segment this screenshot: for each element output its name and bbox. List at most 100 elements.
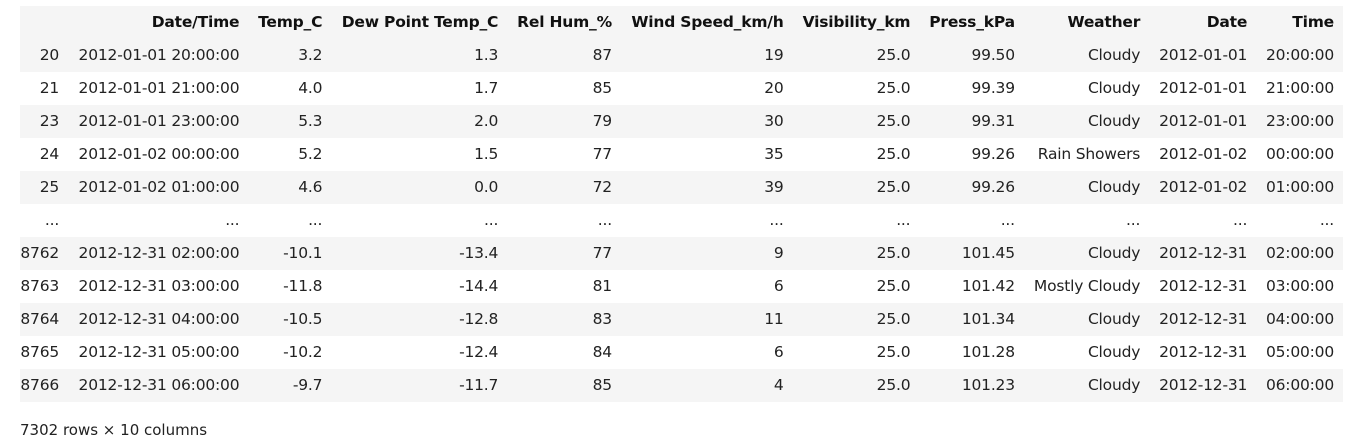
table-cell: 2012-01-02 <box>1149 171 1257 204</box>
table-cell: 2012-12-31 <box>1149 270 1257 303</box>
column-header: Date/Time <box>68 6 249 39</box>
table-cell: Cloudy <box>1023 369 1150 402</box>
table-cell: 3.2 <box>248 39 332 72</box>
table-cell: 99.26 <box>919 138 1024 171</box>
row-index: 24 <box>20 138 69 171</box>
table-cell: 1.5 <box>331 138 508 171</box>
table-cell: 25.0 <box>792 138 920 171</box>
column-header: Press_kPa <box>919 6 1024 39</box>
table-cell: Cloudy <box>1023 303 1150 336</box>
row-index: 21 <box>20 72 69 105</box>
table-cell: Cloudy <box>1023 171 1150 204</box>
table-cell: 2012-01-01 23:00:00 <box>68 105 249 138</box>
column-header: Date <box>1149 6 1257 39</box>
table-cell: 0.0 <box>331 171 508 204</box>
table-cell: 5.3 <box>248 105 332 138</box>
table-row: 8764 2012-12-31 04:00:00 -10.5 -12.8 83 11 25.… <box>20 303 1343 336</box>
table-cell: 00:00:00 <box>1256 138 1343 171</box>
dataframe-output: Date/Time Temp_C Dew Point Temp_C Rel Hum_%… <box>20 6 1343 402</box>
table-cell: 25.0 <box>792 171 920 204</box>
table-row: 24 2012-01-02 00:00:00 5.2 1.5 77 35 25.0 99.26… <box>20 138 1343 171</box>
table-cell: 2012-01-02 <box>1149 138 1257 171</box>
table-cell: 25.0 <box>792 39 920 72</box>
table-cell: 2012-01-01 <box>1149 39 1257 72</box>
table-cell: 35 <box>620 138 793 171</box>
table-cell: 4 <box>620 369 793 402</box>
table-cell: 2012-12-31 <box>1149 303 1257 336</box>
row-index: 8762 <box>20 237 69 270</box>
table-cell: 04:00:00 <box>1256 303 1343 336</box>
table-cell: -11.7 <box>331 369 508 402</box>
table-cell: -12.4 <box>331 336 508 369</box>
table-row: 23 2012-01-01 23:00:00 5.3 2.0 79 30 25.0 99.31… <box>20 105 1343 138</box>
index-header <box>20 6 69 39</box>
column-header: Rel Hum_% <box>507 6 621 39</box>
table-cell: 85 <box>507 369 621 402</box>
column-header: Time <box>1256 6 1343 39</box>
table-cell: 101.28 <box>919 336 1024 369</box>
table-cell: ... <box>1149 204 1257 237</box>
table-row: 8762 2012-12-31 02:00:00 -10.1 -13.4 77 9 25.0… <box>20 237 1343 270</box>
table-cell: 72 <box>507 171 621 204</box>
row-index: 25 <box>20 171 69 204</box>
table-cell: 84 <box>507 336 621 369</box>
table-row: ................................. <box>20 204 1343 237</box>
table-cell: 2012-12-31 <box>1149 336 1257 369</box>
table-cell: 25.0 <box>792 336 920 369</box>
table-cell: 101.42 <box>919 270 1024 303</box>
table-cell: -13.4 <box>331 237 508 270</box>
table-cell: 2012-12-31 02:00:00 <box>68 237 249 270</box>
table-cell: 85 <box>507 72 621 105</box>
row-index: 8766 <box>20 369 69 402</box>
table-cell: 77 <box>507 138 621 171</box>
row-index: 8765 <box>20 336 69 369</box>
table-cell: Cloudy <box>1023 72 1150 105</box>
table-cell: -11.8 <box>248 270 332 303</box>
table-cell: 39 <box>620 171 793 204</box>
table-cell: 5.2 <box>248 138 332 171</box>
row-index: 23 <box>20 105 69 138</box>
table-cell: 25.0 <box>792 369 920 402</box>
table-cell: ... <box>507 204 621 237</box>
row-index: 8764 <box>20 303 69 336</box>
table-cell: 03:00:00 <box>1256 270 1343 303</box>
table-cell: 25.0 <box>792 72 920 105</box>
table-cell: 79 <box>507 105 621 138</box>
table-cell: 4.6 <box>248 171 332 204</box>
table-cell: -9.7 <box>248 369 332 402</box>
table-cell: 2012-01-01 20:00:00 <box>68 39 249 72</box>
table-cell: 01:00:00 <box>1256 171 1343 204</box>
table-cell: 25.0 <box>792 303 920 336</box>
table-cell: 83 <box>507 303 621 336</box>
table-cell: 81 <box>507 270 621 303</box>
table-cell: ... <box>248 204 332 237</box>
column-header: Visibility_km <box>792 6 920 39</box>
row-index: 8763 <box>20 270 69 303</box>
table-cell: 21:00:00 <box>1256 72 1343 105</box>
table-cell: 25.0 <box>792 237 920 270</box>
table-cell: 2012-01-02 01:00:00 <box>68 171 249 204</box>
table-cell: 30 <box>620 105 793 138</box>
table-cell: 2.0 <box>331 105 508 138</box>
table-cell: -10.2 <box>248 336 332 369</box>
table-cell: 2012-01-01 <box>1149 105 1257 138</box>
table-cell: 9 <box>620 237 793 270</box>
table-row: 25 2012-01-02 01:00:00 4.6 0.0 72 39 25.0 99.26… <box>20 171 1343 204</box>
table-cell: ... <box>1023 204 1150 237</box>
table-cell: ... <box>792 204 920 237</box>
column-header: Wind Speed_km/h <box>620 6 793 39</box>
table-cell: 2012-01-01 <box>1149 72 1257 105</box>
table-cell: Cloudy <box>1023 105 1150 138</box>
table-cell: ... <box>331 204 508 237</box>
table-row: 8765 2012-12-31 05:00:00 -10.2 -12.4 84 6 25.0… <box>20 336 1343 369</box>
table-cell: ... <box>919 204 1024 237</box>
table-header: Date/Time Temp_C Dew Point Temp_C Rel Hum_%… <box>20 6 1343 39</box>
table-cell: 77 <box>507 237 621 270</box>
table-row: 20 2012-01-01 20:00:00 3.2 1.3 87 19 25.0 99.50… <box>20 39 1343 72</box>
table-cell: ... <box>68 204 249 237</box>
table-row: 8766 2012-12-31 06:00:00 -9.7 -11.7 85 4 25.0 1… <box>20 369 1343 402</box>
table-cell: Cloudy <box>1023 237 1150 270</box>
table-cell: 6 <box>620 270 793 303</box>
table-cell: 2012-12-31 04:00:00 <box>68 303 249 336</box>
table-cell: Cloudy <box>1023 39 1150 72</box>
